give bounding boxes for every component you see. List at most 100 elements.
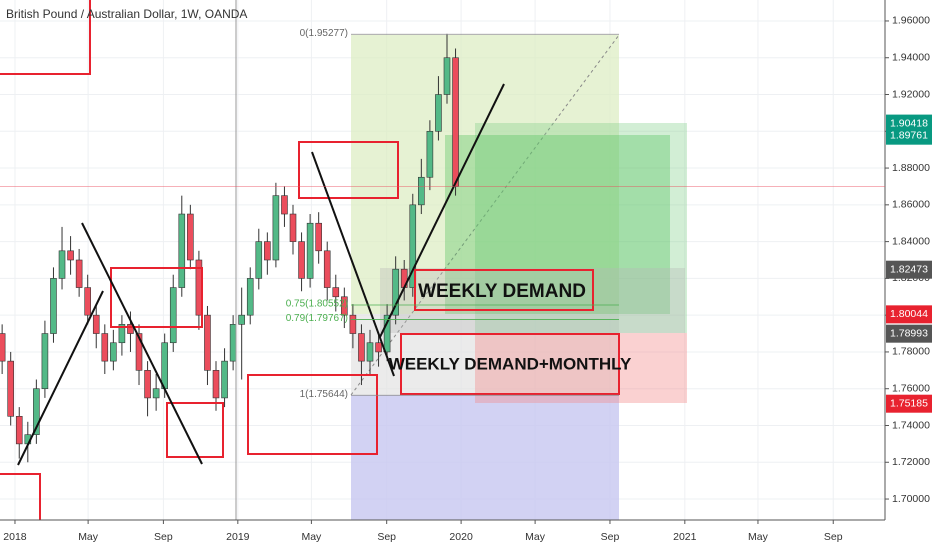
price-label: 1.80044 <box>890 308 928 320</box>
fib-zone-lower <box>351 395 619 520</box>
candle-body <box>161 342 168 390</box>
target-zone <box>475 123 687 333</box>
candle-body <box>169 287 177 344</box>
candle-body <box>229 324 237 362</box>
trend-lines <box>17 83 505 466</box>
candle-body <box>281 195 288 215</box>
trend-line <box>17 290 104 466</box>
candle-body <box>41 333 49 390</box>
candle-body <box>426 130 434 178</box>
candle-body <box>7 360 14 417</box>
y-tick-label: 1.72000 <box>892 456 930 468</box>
candle-body <box>187 213 194 261</box>
candle-body <box>127 324 134 334</box>
fib-diagonal <box>350 34 620 396</box>
x-tick-label: May <box>525 531 546 543</box>
candle-body <box>58 250 66 279</box>
grey-zone <box>380 268 685 333</box>
fib-zone-mid <box>351 314 619 395</box>
x-tick-label: Sep <box>601 531 620 543</box>
time-axis <box>0 520 932 550</box>
candle-body <box>0 333 6 362</box>
target-zone-inner <box>445 135 670 314</box>
trend-line <box>81 222 203 465</box>
x-tick-label: 2020 <box>449 531 473 543</box>
box <box>414 269 594 311</box>
candle-body <box>392 268 399 316</box>
candle-body <box>67 250 74 261</box>
y-tick-label: 1.94000 <box>892 52 930 64</box>
x-tick-label: May <box>301 531 322 543</box>
y-tick-label: 1.96000 <box>892 15 930 27</box>
x-tick-label: 2019 <box>226 531 250 543</box>
y-tick-label: 1.70000 <box>892 493 930 505</box>
candle-body <box>366 342 374 362</box>
candles <box>0 33 459 463</box>
trend-line <box>379 83 505 338</box>
price-label-box <box>886 260 932 279</box>
candle-body <box>92 314 100 334</box>
candle-body <box>135 333 143 371</box>
y-tick-label: 1.78000 <box>892 346 930 358</box>
candle-body <box>84 287 91 316</box>
candle-body <box>435 94 442 132</box>
candle-body <box>221 360 228 399</box>
box <box>247 374 378 455</box>
boxes <box>0 0 620 535</box>
candle-body <box>418 176 425 206</box>
y-tick-label: 1.86000 <box>892 199 930 211</box>
box <box>0 0 91 75</box>
price-label: 1.75185 <box>890 397 928 409</box>
candle-body <box>315 222 322 252</box>
candle-body <box>341 296 348 316</box>
y-tick-label: 1.84000 <box>892 235 930 247</box>
candle-body <box>204 314 211 371</box>
candle-body <box>298 241 305 279</box>
candle-body <box>118 324 126 344</box>
candle-body <box>246 278 254 316</box>
y-tick-label: 1.88000 <box>892 162 930 174</box>
candle-body <box>375 342 382 353</box>
box <box>110 267 203 328</box>
candle-body <box>358 333 365 362</box>
fib-label: 0(1.95277) <box>300 28 348 39</box>
candle-body <box>323 250 331 288</box>
fib-label: 0.75(1.80552) <box>286 299 348 310</box>
candle-body <box>452 57 459 187</box>
candle-body <box>152 388 160 399</box>
candle-body <box>212 370 220 399</box>
candle-body <box>178 213 186 288</box>
candle-body <box>272 195 280 261</box>
candle-body <box>33 388 40 435</box>
price-label: 1.78993 <box>890 327 928 339</box>
box <box>400 333 620 395</box>
candle-body <box>144 370 151 399</box>
price-label-box <box>886 394 932 413</box>
price-label: 1.89761 <box>890 129 928 141</box>
candle-body <box>255 241 263 279</box>
price-label: 1.90418 <box>890 117 928 129</box>
price-label-box <box>886 126 932 145</box>
chart-title: British Pound / Australian Dollar, 1W, O… <box>6 7 247 21</box>
candle-body <box>332 287 340 298</box>
x-tick-label: Sep <box>824 531 843 543</box>
fib-label: 1(1.75644) <box>300 389 348 400</box>
candle-body <box>110 342 117 362</box>
candle-body <box>289 213 297 242</box>
candle-body <box>349 314 357 334</box>
candle-body <box>50 278 57 334</box>
candle-body <box>15 415 23 445</box>
candle-body <box>443 57 451 95</box>
box <box>166 402 224 458</box>
x-tick-label: Sep <box>377 531 396 543</box>
annotation: WEEKLY DEMAND+MONTHLY <box>389 354 632 373</box>
price-label-box <box>886 305 932 324</box>
fib-label: 0.79(1.79767) <box>286 313 348 324</box>
y-tick-label: 1.92000 <box>892 88 930 100</box>
x-tick-label: May <box>78 531 99 543</box>
candle-body <box>409 204 417 288</box>
x-tick-label: May <box>748 531 769 543</box>
x-tick-label: Sep <box>154 531 173 543</box>
y-tick-label: 1.74000 <box>892 419 930 431</box>
